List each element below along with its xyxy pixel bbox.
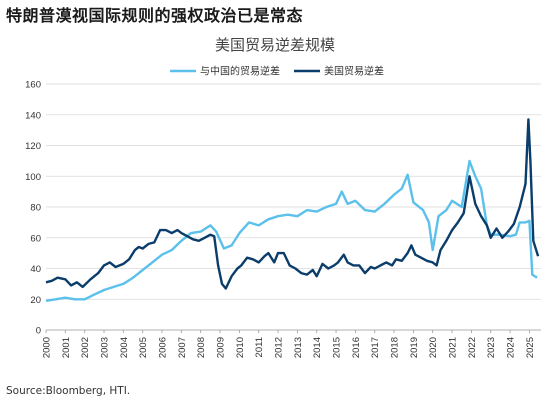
x-tick-label: 2020 [428,337,439,358]
series-line-2 [45,118,540,290]
series-lines [45,118,540,302]
x-tick-label: 2021 [448,337,459,358]
chart-title: 美国贸易逆差规模 [214,36,335,54]
x-tick-label: 2003 [100,337,111,358]
x-tick-label: 2000 [42,337,53,358]
series-line-1 [45,159,538,302]
y-tick-label: 60 [30,233,41,244]
x-tick-label: 2009 [216,337,227,358]
x-tick-label: 2012 [274,337,285,358]
x-tick-label: 2017 [370,337,381,358]
legend-label: 美国贸易逆差 [324,65,384,78]
x-tick-label: 2008 [196,337,207,358]
x-axis-ticks: 2000 2001 2002 2003 2004 2005 2006 2007 2008 2009… [42,330,536,358]
source-note: Source:Bloomberg, HTI. [6,385,131,397]
x-tick-label: 2015 [332,337,343,358]
y-tick-label: 0 [36,326,41,337]
x-tick-label: 2025 [525,337,536,358]
legend-label: 与中国的贸易逆差 [200,65,280,78]
x-tick-label: 2024 [506,337,517,358]
legend: 与中国的贸易逆差 美国贸易逆差 [170,65,384,78]
y-tick-label: 80 [30,203,41,214]
page-heading: 特朗普漠视国际规则的强权政治已是常态 [6,6,304,25]
x-tick-label: 2019 [409,337,420,358]
x-tick-label: 2013 [293,337,304,358]
y-tick-label: 140 [25,110,41,121]
y-tick-label: 100 [25,172,41,183]
x-tick-label: 2002 [80,337,91,358]
x-tick-label: 2022 [467,337,478,358]
x-tick-label: 2014 [312,337,323,358]
x-tick-label: 2010 [235,337,246,358]
y-tick-label: 160 [25,80,41,91]
x-tick-label: 2018 [390,337,401,358]
x-tick-label: 2004 [119,337,130,358]
x-tick-label: 2011 [254,337,265,357]
gridlines [46,83,541,300]
x-tick-label: 2016 [351,337,362,358]
x-tick-label: 2007 [177,337,188,358]
y-tick-label: 20 [30,295,41,306]
x-tick-label: 2001 [61,337,72,358]
x-tick-label: 2006 [158,337,169,358]
y-tick-label: 40 [30,264,41,275]
x-tick-label: 2023 [486,337,497,358]
x-tick-label: 2005 [138,337,149,358]
y-tick-label: 120 [25,141,41,152]
y-axis-ticks: 0 20 40 60 80 100 120 140 160 [25,80,41,337]
